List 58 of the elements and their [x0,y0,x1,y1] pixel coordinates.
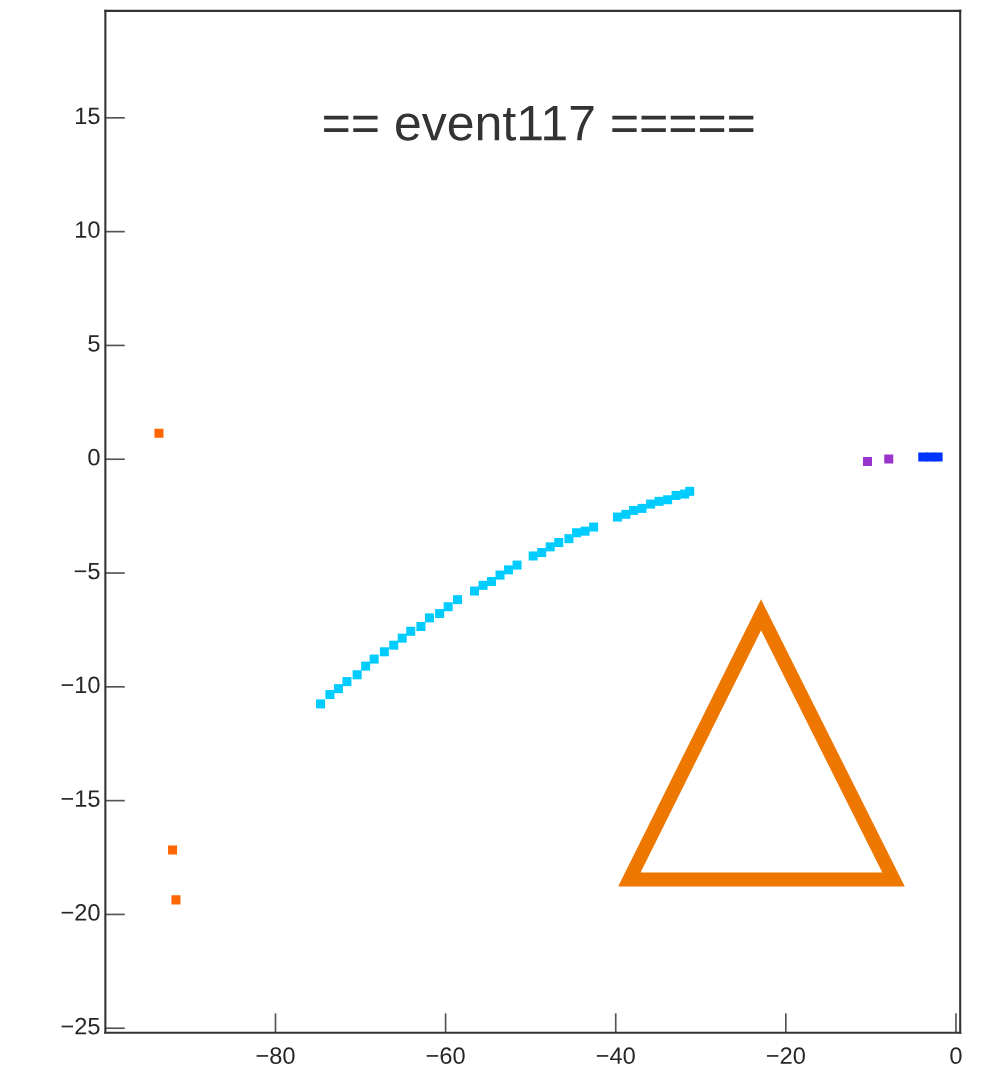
point [443,602,453,612]
point [589,522,599,532]
y-tick-label: −20 [61,904,100,921]
point [406,626,416,636]
y-tick-label: 0 [88,448,100,466]
point [933,452,943,462]
point [154,428,164,438]
x-tick-label: −40 [596,1047,635,1065]
point [416,622,426,632]
point [478,580,488,590]
y-tick-label: 5 [88,335,100,352]
point [424,613,434,623]
point [325,690,335,700]
y-tick-label: −10 [61,676,100,694]
point [333,684,343,694]
point [654,496,664,506]
point [361,661,371,671]
point [884,454,894,464]
x-tick-label: −80 [256,1047,295,1065]
point [572,528,582,538]
y-tick-label: 15 [76,107,100,125]
point [352,670,362,680]
point [316,699,326,709]
point [537,548,547,558]
point [646,499,656,509]
point [435,609,445,619]
point [168,845,178,855]
point [369,654,379,664]
point [545,542,555,552]
point [528,551,538,561]
point [342,677,352,687]
x-tick-label: −20 [766,1047,805,1065]
point [397,633,407,643]
point [470,586,480,596]
point [171,895,181,905]
point [663,495,673,505]
y-tick-label: −15 [61,790,100,807]
point [504,565,514,575]
point [512,560,522,570]
x-tick-label: −60 [426,1047,465,1065]
point [495,570,505,580]
text: == event117 ===== [324,105,754,141]
point [862,456,872,467]
point [637,503,647,513]
point [379,647,389,657]
point [554,538,564,548]
point [452,595,463,605]
y-tick-label: 10 [76,221,100,238]
y-tick-label: −25 [61,1017,100,1035]
x-tick-label: 0 [950,1047,962,1065]
point [389,640,399,650]
point [564,534,574,544]
point [629,505,639,515]
point [580,526,590,536]
point [685,486,695,496]
point [487,576,497,586]
point [612,512,622,522]
y-tick-label: −5 [74,562,100,580]
